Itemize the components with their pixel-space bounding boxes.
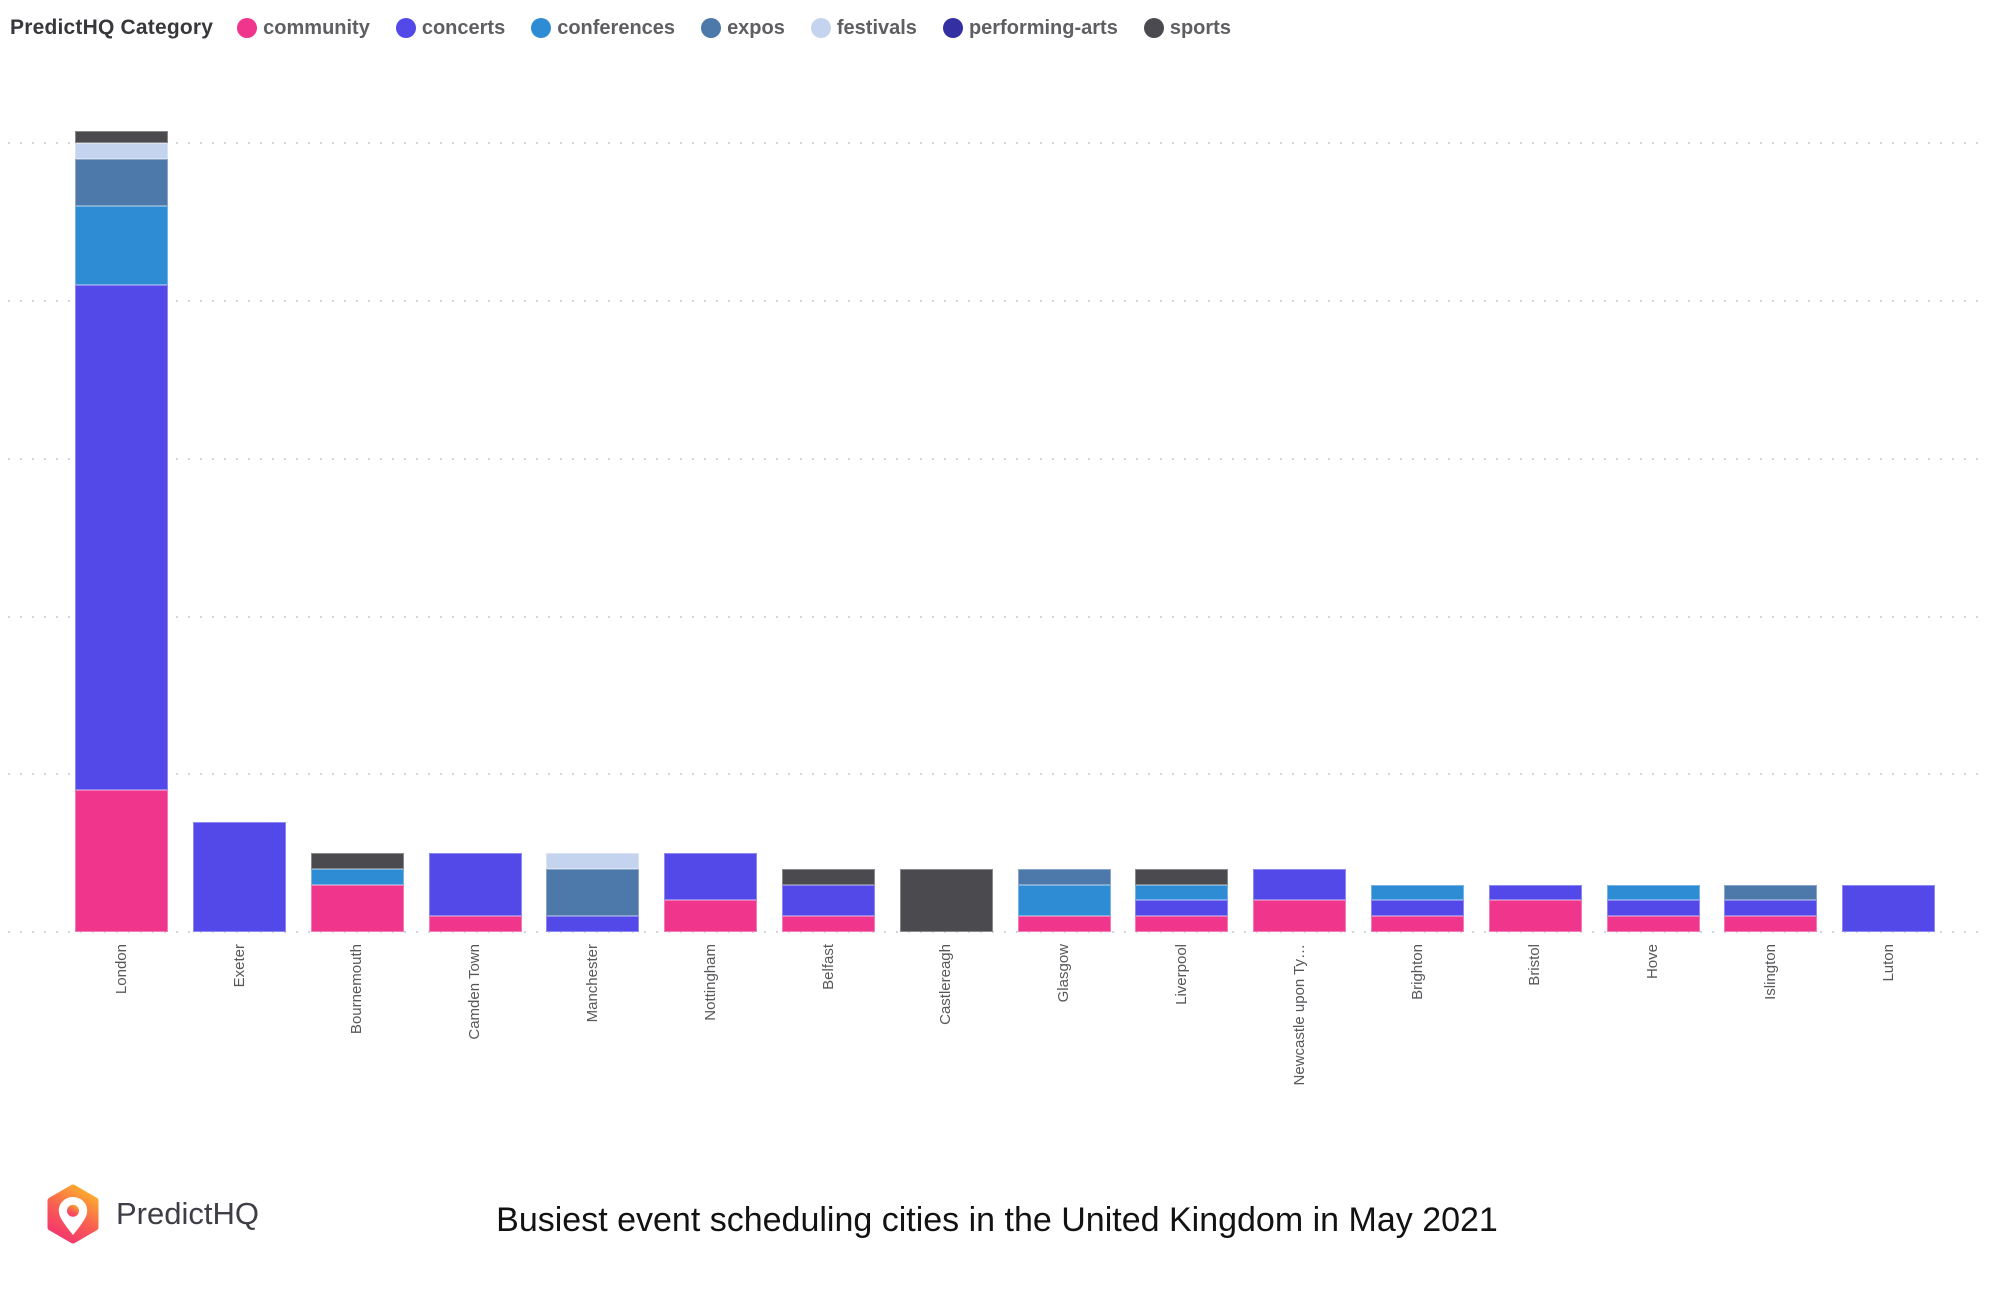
x-axis-line — [8, 931, 1986, 933]
legend-item-label: sports — [1169, 16, 1231, 39]
brand-name: PredictHQ — [116, 1196, 259, 1231]
legend-item-concerts[interactable]: concerts — [395, 16, 506, 40]
bar-liverpool-sports[interactable] — [1135, 868, 1229, 885]
x-label-luton: Luton — [1879, 944, 1897, 982]
x-label-islington: Islington — [1761, 944, 1779, 1000]
gridline — [8, 457, 1986, 460]
bar-london-festivals[interactable] — [75, 143, 169, 160]
bar-camden-town-community[interactable] — [428, 916, 522, 932]
x-label-bournemouth: Bournemouth — [348, 944, 366, 1035]
x-label-camden-town: Camden Town — [466, 944, 484, 1040]
bar-brighton-conferences[interactable] — [1371, 884, 1464, 901]
legend-item-conferences[interactable]: conferences — [531, 17, 675, 40]
legend-item-sports[interactable]: sports — [1143, 16, 1231, 40]
bar-newcastle-upon-ty-concerts[interactable] — [1253, 868, 1347, 901]
x-label-glasgow: Glasgow — [1055, 944, 1073, 1003]
bar-islington-concerts[interactable] — [1724, 900, 1818, 917]
legend: PredictHQ Category community concerts conf… — [10, 16, 1231, 40]
predicthq-logo-icon — [47, 1184, 99, 1244]
legend-title: PredictHQ Category — [10, 16, 214, 39]
x-label-nottingham: Nottingham — [701, 944, 719, 1021]
legend-dot-festivals-icon — [810, 18, 831, 38]
gridline — [8, 773, 1986, 776]
bar-london-concerts[interactable] — [75, 285, 169, 791]
legend-item-label: concerts — [421, 16, 506, 39]
x-label-brighton: Brighton — [1408, 944, 1426, 1000]
gridline — [8, 142, 1986, 145]
bar-london-conferences[interactable] — [75, 206, 169, 286]
bar-nottingham-community[interactable] — [664, 900, 758, 932]
bar-glasgow-community[interactable] — [1017, 916, 1111, 932]
bar-bournemouth-community[interactable] — [310, 884, 404, 932]
legend-dot-concerts-icon — [395, 18, 416, 38]
x-label-belfast: Belfast — [819, 944, 837, 990]
x-label-bristol: Bristol — [1526, 944, 1544, 986]
bar-islington-expos[interactable] — [1724, 884, 1818, 901]
bar-liverpool-conferences[interactable] — [1135, 884, 1229, 901]
brand: PredictHQ — [46, 1184, 259, 1244]
legend-item-performing-arts[interactable]: performing-arts — [942, 16, 1118, 40]
bar-castlereagh-sports[interactable] — [899, 868, 993, 932]
x-label-newcastle-upon-ty: Newcastle upon Ty… — [1290, 944, 1308, 1086]
x-label-hove: Hove — [1644, 944, 1662, 980]
legend-item-festivals[interactable]: festivals — [810, 16, 917, 40]
legend-item-community[interactable]: community — [237, 17, 370, 40]
bar-brighton-concerts[interactable] — [1371, 900, 1464, 917]
bar-liverpool-concerts[interactable] — [1135, 900, 1229, 917]
bar-bristol-concerts[interactable] — [1488, 884, 1582, 901]
legend-dot-sports-icon — [1143, 18, 1164, 38]
bar-camden-town-concerts[interactable] — [428, 853, 522, 917]
bar-belfast-concerts[interactable] — [782, 884, 875, 917]
legend-item-label: expos — [727, 16, 785, 39]
bar-brighton-community[interactable] — [1371, 916, 1464, 932]
legend-item-expos[interactable]: expos — [701, 17, 785, 40]
legend-item-label: festivals — [836, 16, 917, 39]
bar-exeter-concerts[interactable] — [193, 821, 286, 932]
bar-newcastle-upon-ty-community[interactable] — [1253, 900, 1347, 932]
bar-liverpool-community[interactable] — [1135, 916, 1229, 932]
x-label-exeter: Exeter — [230, 944, 248, 988]
x-label-london: London — [112, 944, 130, 995]
legend-item-label: conferences — [557, 16, 676, 39]
bar-glasgow-expos[interactable] — [1017, 868, 1111, 885]
bar-bristol-community[interactable] — [1488, 900, 1582, 932]
bar-manchester-festivals[interactable] — [546, 853, 640, 869]
gridline — [8, 615, 1986, 618]
x-label-castlereagh: Castlereagh — [937, 944, 955, 1025]
bar-london-expos[interactable] — [75, 159, 169, 207]
footer: PredictHQ Busiest event scheduling citie… — [0, 1170, 1992, 1290]
bar-bournemouth-sports[interactable] — [310, 853, 404, 869]
legend-dot-performing-arts-icon — [942, 18, 963, 38]
legend-items: community concerts conferences expos festiva… — [237, 17, 1231, 40]
bar-belfast-community[interactable] — [782, 916, 875, 932]
x-label-manchester: Manchester — [583, 944, 601, 1023]
gridline — [8, 300, 1986, 302]
legend-item-label: performing-arts — [968, 16, 1118, 39]
bar-glasgow-conferences[interactable] — [1017, 884, 1111, 917]
bar-nottingham-concerts[interactable] — [664, 853, 758, 901]
bar-belfast-sports[interactable] — [782, 868, 875, 885]
bar-london-sports[interactable] — [75, 130, 169, 144]
legend-dot-expos-icon — [701, 18, 722, 38]
bar-london-community[interactable] — [75, 790, 169, 932]
bar-manchester-expos[interactable] — [546, 868, 640, 917]
bar-hove-conferences[interactable] — [1606, 884, 1700, 901]
x-label-liverpool: Liverpool — [1172, 944, 1190, 1005]
chart-title: Busiest event scheduling cities in the U… — [496, 1200, 1498, 1239]
bar-luton-concerts[interactable] — [1842, 884, 1936, 932]
bar-hove-community[interactable] — [1606, 916, 1700, 932]
bar-islington-community[interactable] — [1724, 916, 1818, 932]
legend-dot-conferences-icon — [531, 18, 552, 38]
legend-item-label: community — [263, 16, 370, 39]
bar-bournemouth-conferences[interactable] — [310, 868, 404, 885]
legend-dot-community-icon — [237, 18, 258, 38]
bar-manchester-concerts[interactable] — [546, 916, 640, 932]
bar-hove-concerts[interactable] — [1606, 900, 1700, 917]
